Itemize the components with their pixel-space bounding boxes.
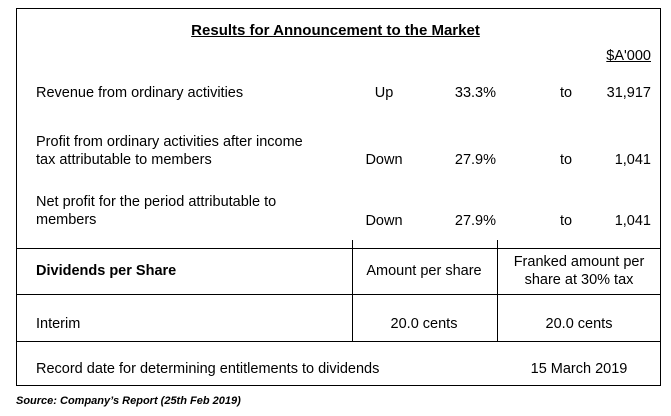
profit-to: to [560, 152, 573, 168]
net-profit-to: to [560, 213, 573, 229]
results-table [16, 8, 661, 386]
revenue-to: to [560, 85, 573, 101]
amount-per-share-header: Amount per share [366, 263, 482, 279]
interim-franked: 20.0 cents [545, 316, 613, 332]
column-divider-1 [352, 240, 353, 341]
divider-record-top [16, 341, 661, 342]
record-date-label: Record date for determining entitlements… [36, 361, 380, 377]
revenue-direction: Up [374, 85, 394, 101]
revenue-percent: 33.3% [454, 85, 496, 101]
profit-label-line2: tax attributable to members [36, 152, 212, 168]
franked-header-line1: Franked amount per [513, 254, 645, 270]
profit-percent: 27.9% [454, 152, 496, 168]
divider-dividends-top [16, 248, 661, 249]
net-profit-percent: 27.9% [454, 213, 496, 229]
dividends-header: Dividends per Share [36, 263, 177, 279]
net-profit-direction: Down [365, 213, 403, 229]
source-note: Source: Company’s Report (25th Feb 2019) [16, 395, 241, 407]
interim-amount: 20.0 cents [390, 316, 458, 332]
profit-label-line1: Profit from ordinary activities after in… [36, 134, 303, 150]
interim-label: Interim [36, 316, 81, 332]
page-title: Results for Announcement to the Market [191, 22, 480, 39]
revenue-value: 31,917 [606, 85, 651, 101]
currency-unit: $A'000 [606, 48, 651, 64]
net-profit-label-line2: members [36, 212, 97, 228]
franked-header-line2: share at 30% tax [524, 272, 634, 288]
net-profit-label-line1: Net profit for the period attributable t… [36, 194, 277, 210]
record-date-value: 15 March 2019 [530, 361, 628, 377]
column-divider-2 [497, 240, 498, 341]
profit-direction: Down [365, 152, 403, 168]
divider-interim-top [16, 294, 661, 295]
net-profit-value: 1,041 [614, 213, 651, 229]
revenue-label: Revenue from ordinary activities [36, 85, 244, 101]
profit-value: 1,041 [614, 152, 651, 168]
